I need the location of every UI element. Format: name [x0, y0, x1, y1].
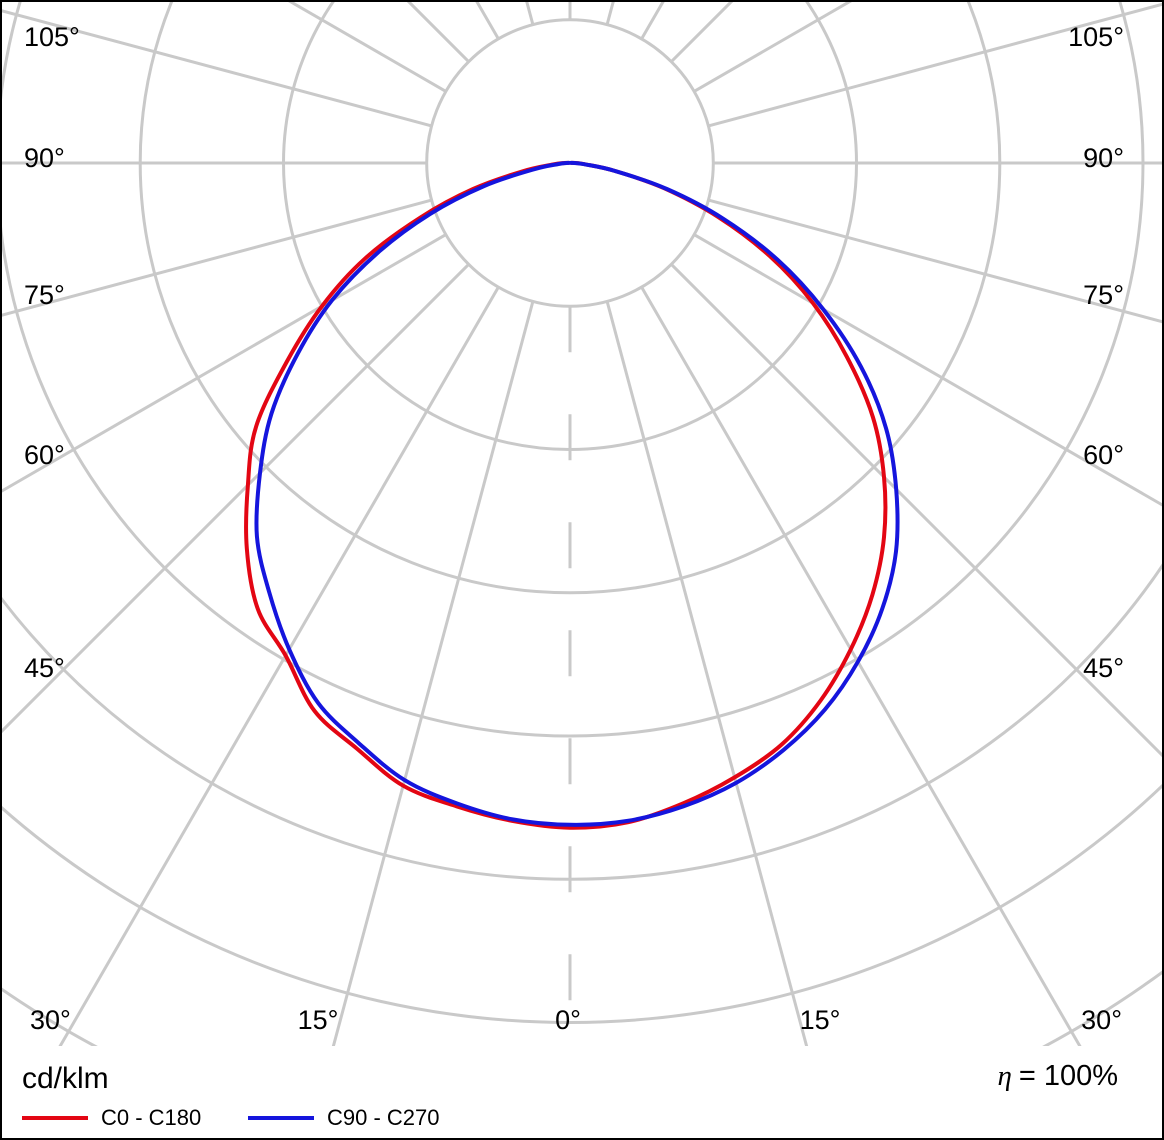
legend-label-c90-c270: C90 - C270 [327, 1105, 440, 1130]
svg-text:60°: 60° [24, 440, 65, 470]
eta-value: = 100% [1018, 1060, 1118, 1092]
svg-text:0°: 0° [555, 1005, 581, 1035]
efficiency-label: η = 100% [997, 1060, 1118, 1093]
svg-text:45°: 45° [1083, 653, 1124, 683]
svg-text:90°: 90° [1083, 143, 1124, 173]
svg-text:105°: 105° [1068, 22, 1124, 52]
legend-label-c0-c180: C0 - C180 [101, 1105, 202, 1130]
svg-text:60°: 60° [1083, 440, 1124, 470]
svg-text:15°: 15° [800, 1005, 841, 1035]
svg-text:45°: 45° [24, 653, 65, 683]
svg-text:30°: 30° [30, 1005, 71, 1035]
legend-swatch-c90-c270 [248, 1116, 314, 1120]
legend-item-c90-c270: C90 - C270 [248, 1105, 440, 1131]
svg-text:105°: 105° [24, 22, 80, 52]
eta-symbol: η [997, 1060, 1012, 1092]
legend-item-c0-c180: C0 - C180 [22, 1105, 201, 1131]
legend-swatch-c0-c180 [22, 1116, 88, 1120]
svg-text:75°: 75° [24, 280, 65, 310]
svg-text:30°: 30° [1081, 1005, 1122, 1035]
svg-text:15°: 15° [298, 1005, 339, 1035]
svg-text:75°: 75° [1083, 280, 1124, 310]
svg-text:90°: 90° [24, 143, 65, 173]
units-label: cd/klm [22, 1062, 109, 1095]
